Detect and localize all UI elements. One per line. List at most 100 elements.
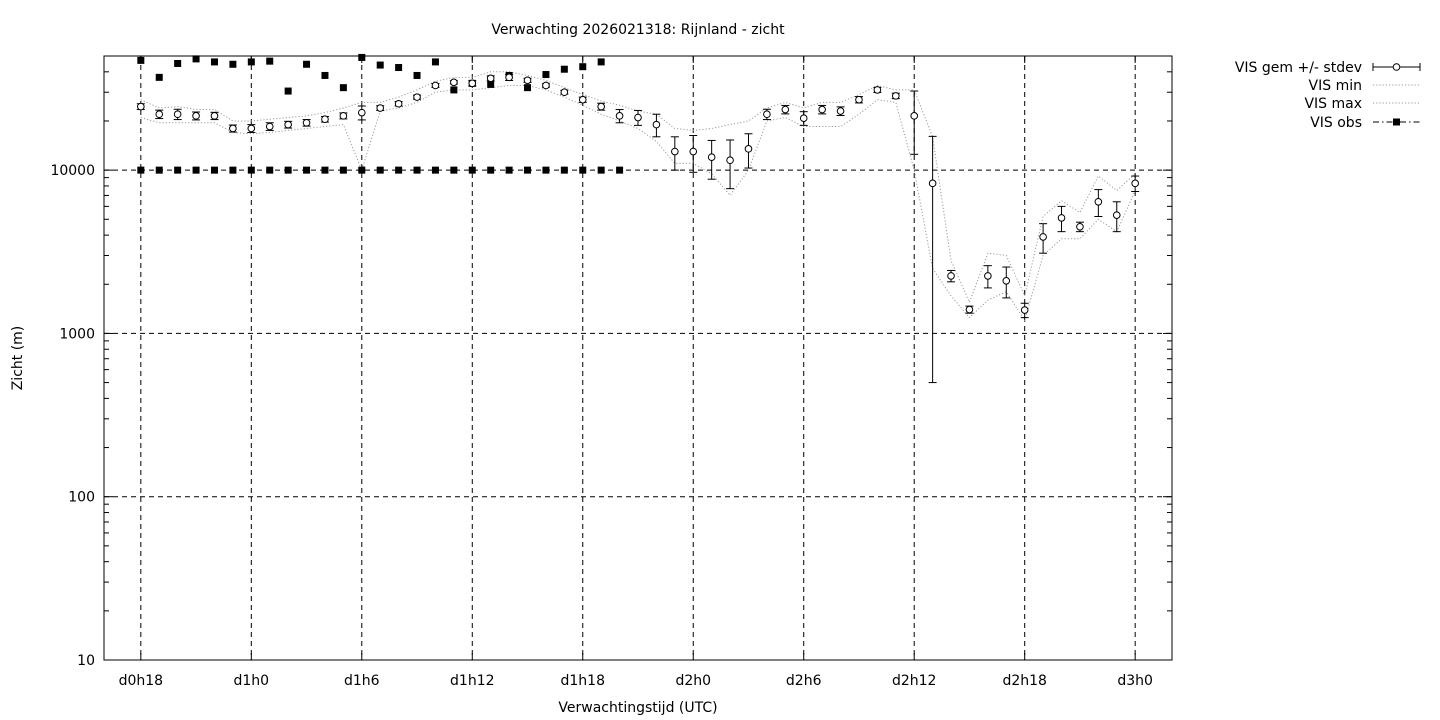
vis-mean-marker	[652, 120, 661, 129]
vis-mean-marker	[284, 120, 292, 129]
vis-mean-marker	[523, 76, 532, 85]
vis-obs-marker	[155, 73, 163, 81]
x-tick-label: d1h0	[234, 673, 270, 689]
vis-obs-marker	[597, 58, 605, 66]
vis-mean-marker	[339, 112, 348, 120]
vis-obs-marker	[358, 166, 366, 174]
vis-obs-marker	[616, 166, 624, 174]
vis-mean-marker	[634, 113, 642, 122]
vis-obs-marker	[487, 80, 495, 88]
y-tick-label: 1000	[59, 326, 95, 342]
vis-mean-marker	[744, 145, 753, 153]
x-tick-label: d3h0	[1117, 673, 1153, 689]
vis-mean-marker	[818, 105, 826, 114]
vis-obs-marker	[431, 166, 439, 174]
vis-mean-marker	[302, 118, 311, 127]
vis-obs-marker	[229, 166, 237, 174]
vis-obs-marker	[579, 166, 587, 174]
x-axis-label: Verwachtingstijd (UTC)	[558, 700, 717, 716]
x-tick-label: d1h12	[450, 673, 494, 689]
x-tick-label: d2h18	[1002, 673, 1046, 689]
vis-obs-marker	[395, 64, 403, 72]
vis-obs-marker	[192, 166, 200, 174]
vis-obs-marker	[266, 57, 274, 65]
vis-obs-marker	[487, 166, 495, 174]
vis-mean-marker	[1057, 214, 1066, 222]
vis-obs-marker	[450, 166, 458, 174]
legend-obs-marker	[1393, 118, 1400, 126]
vis-obs-marker	[284, 87, 292, 95]
vis-mean-marker	[468, 79, 477, 88]
vis-mean-marker	[781, 105, 790, 114]
vis-mean-marker	[321, 115, 329, 124]
vis-mean-marker	[855, 95, 863, 104]
grid-lines	[104, 56, 1172, 660]
vis-mean-marker	[173, 110, 182, 119]
vis-obs-marker	[560, 166, 568, 174]
vis-mean-marker	[707, 153, 716, 162]
y-tick-label: 10	[77, 653, 95, 669]
vis-mean-marker	[376, 104, 385, 112]
vis-obs-marker	[174, 166, 182, 174]
x-tick-label: d1h6	[344, 673, 380, 689]
vis-obs-marker	[174, 59, 182, 67]
legend-label: VIS gem +/- stdev	[1235, 60, 1362, 76]
legend-mean-marker	[1392, 63, 1401, 71]
vis-mean-marker	[155, 110, 164, 119]
y-tick-label: 100	[68, 490, 95, 506]
vis-mean-marker	[984, 272, 992, 280]
vis-min-line	[140, 85, 1136, 322]
vis-mean-marker	[799, 114, 808, 122]
vis-mean-marker	[597, 102, 605, 111]
vis-mean-marker	[560, 88, 569, 97]
vis-obs-marker	[413, 71, 421, 79]
vis-obs-marker	[303, 166, 311, 174]
vis-mean-marker	[431, 81, 440, 90]
vis-obs-marker	[155, 166, 163, 174]
vis-obs-marker	[137, 166, 145, 174]
x-tick-label: d1h18	[561, 673, 605, 689]
vis-mean-marker	[1094, 197, 1103, 206]
plot-frame	[103, 55, 1173, 661]
y-tick-label: 10000	[50, 163, 95, 179]
vis-mean-marker	[265, 122, 274, 131]
vis-obs-marker	[284, 166, 292, 174]
x-tick-label: d0h18	[119, 673, 163, 689]
legend-label: VIS min	[1309, 78, 1362, 94]
vis-mean-marker	[1020, 306, 1029, 314]
vis-mean-marker	[671, 147, 679, 156]
legend-label: VIS obs	[1310, 115, 1362, 131]
vis-mean-marker	[1039, 233, 1047, 241]
vis-obs-marker	[505, 166, 513, 174]
vis-mean-marker	[542, 81, 550, 90]
vis-obs-marker	[524, 84, 532, 92]
vis-obs-marker	[542, 71, 550, 79]
vis-obs-marker	[266, 166, 274, 174]
vis-mean-marker	[726, 156, 734, 165]
chart-title: Verwachting 2026021318: Rijnland - zicht	[491, 22, 785, 38]
vis-obs-marker	[303, 60, 311, 68]
vis-obs-marker	[542, 166, 550, 174]
legend: VIS gem +/- stdev VIS min VIS max VIS obs	[1235, 60, 1421, 131]
vis-obs-marker	[339, 166, 347, 174]
vis-obs-marker	[560, 65, 568, 73]
vis-mean-marker	[229, 124, 237, 133]
x-tick-label: d2h12	[892, 673, 936, 689]
vis-mean-marker	[486, 74, 495, 83]
vis-obs-marker	[524, 166, 532, 174]
vis-mean-marker	[910, 112, 919, 120]
vis-mean-marker	[873, 86, 882, 94]
vis-mean-marker	[947, 272, 955, 280]
vis-obs-marker	[210, 166, 218, 174]
vis-mean-marker	[891, 92, 900, 100]
vis-mean-marker	[763, 110, 771, 119]
vis-obs-marker	[431, 58, 439, 66]
vis-mean-marker	[928, 179, 937, 188]
vis-obs-marker	[450, 86, 458, 94]
vis-mean-marker	[1131, 179, 1139, 188]
vis-obs-marker	[210, 58, 218, 66]
vis-mean-marker	[689, 147, 698, 156]
vis-obs-marker	[339, 84, 347, 92]
x-tick-label: d2h6	[786, 673, 822, 689]
